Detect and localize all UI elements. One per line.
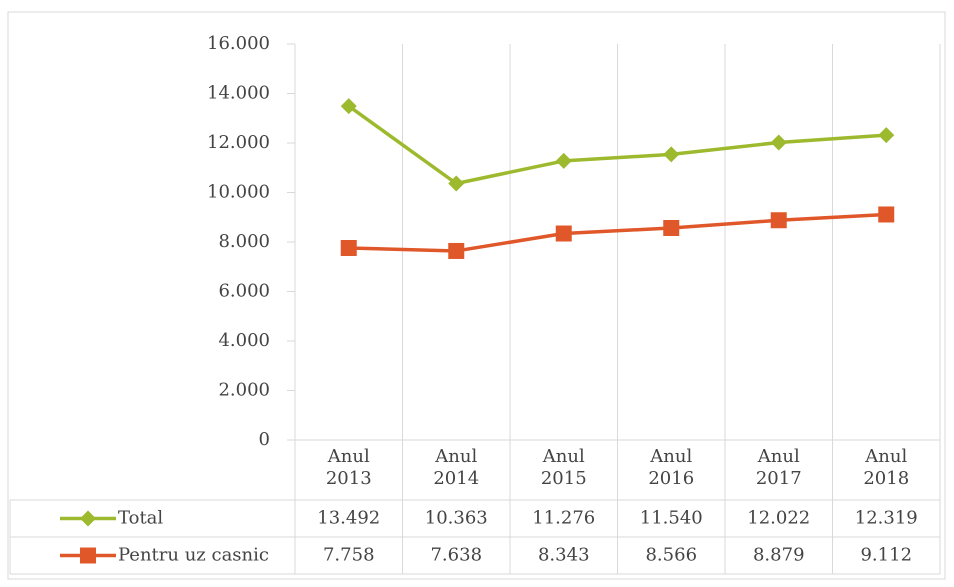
data-point bbox=[663, 219, 680, 236]
x-tick-label-box: Anul 2018 bbox=[863, 446, 910, 489]
series-line bbox=[348, 212, 887, 253]
y-tick-label: 6.000 bbox=[218, 281, 270, 302]
x-tick-label-box: Anul 2017 bbox=[755, 446, 802, 489]
table-value: 8.566 bbox=[645, 545, 697, 566]
data-point bbox=[448, 242, 465, 259]
x-tick-label-box: Anul 2015 bbox=[540, 446, 587, 489]
y-tick-label: 16.000 bbox=[207, 33, 270, 54]
x-tick-label-box: Anul 2014 bbox=[433, 446, 480, 489]
legend-label: Total bbox=[118, 508, 163, 529]
chart-border bbox=[7, 11, 946, 580]
legend-marker bbox=[80, 547, 96, 564]
data-point bbox=[340, 98, 357, 115]
x-tick-label: Anul 2013 bbox=[325, 446, 372, 489]
table-value: 7.638 bbox=[430, 545, 482, 566]
data-point bbox=[878, 127, 895, 144]
x-tick-label: Anul 2017 bbox=[755, 446, 802, 489]
x-tick-label: Anul 2016 bbox=[648, 446, 695, 489]
y-tick-label: 12.000 bbox=[207, 132, 270, 153]
x-tick-label: Anul 2018 bbox=[863, 446, 910, 489]
table-value: 8.343 bbox=[538, 545, 590, 566]
data-point bbox=[878, 206, 895, 223]
x-tick-label: Anul 2014 bbox=[433, 446, 480, 489]
table-value: 12.319 bbox=[855, 508, 918, 529]
series-line bbox=[347, 104, 887, 186]
table-value: 10.363 bbox=[425, 508, 488, 529]
y-tick-label: 2.000 bbox=[218, 380, 270, 401]
table-value: 8.879 bbox=[753, 545, 805, 566]
table-value: 12.022 bbox=[747, 508, 810, 529]
x-tick-label-box: Anul 2016 bbox=[648, 446, 695, 489]
data-point bbox=[340, 239, 357, 256]
y-tick-label: 14.000 bbox=[207, 83, 270, 104]
data-point bbox=[663, 146, 680, 163]
x-tick-label-box: Anul 2013 bbox=[325, 446, 372, 489]
data-point bbox=[555, 225, 572, 242]
y-tick-label: 4.000 bbox=[218, 330, 270, 351]
table-value: 9.112 bbox=[860, 545, 912, 566]
data-point bbox=[770, 212, 787, 229]
y-tick-label: 10.000 bbox=[207, 182, 270, 203]
data-point bbox=[448, 175, 465, 192]
table-value: 11.276 bbox=[532, 508, 595, 529]
legend-marker bbox=[80, 510, 96, 527]
y-tick-label: 8.000 bbox=[218, 231, 270, 252]
legend-label: Pentru uz casnic bbox=[118, 545, 269, 566]
data-point bbox=[770, 134, 787, 151]
x-tick-label: Anul 2015 bbox=[540, 446, 587, 489]
table-value: 13.492 bbox=[317, 508, 380, 529]
data-point bbox=[555, 152, 572, 169]
table-value: 7.758 bbox=[323, 545, 375, 566]
y-tick-label: 0 bbox=[259, 429, 270, 450]
table-value: 11.540 bbox=[640, 508, 703, 529]
